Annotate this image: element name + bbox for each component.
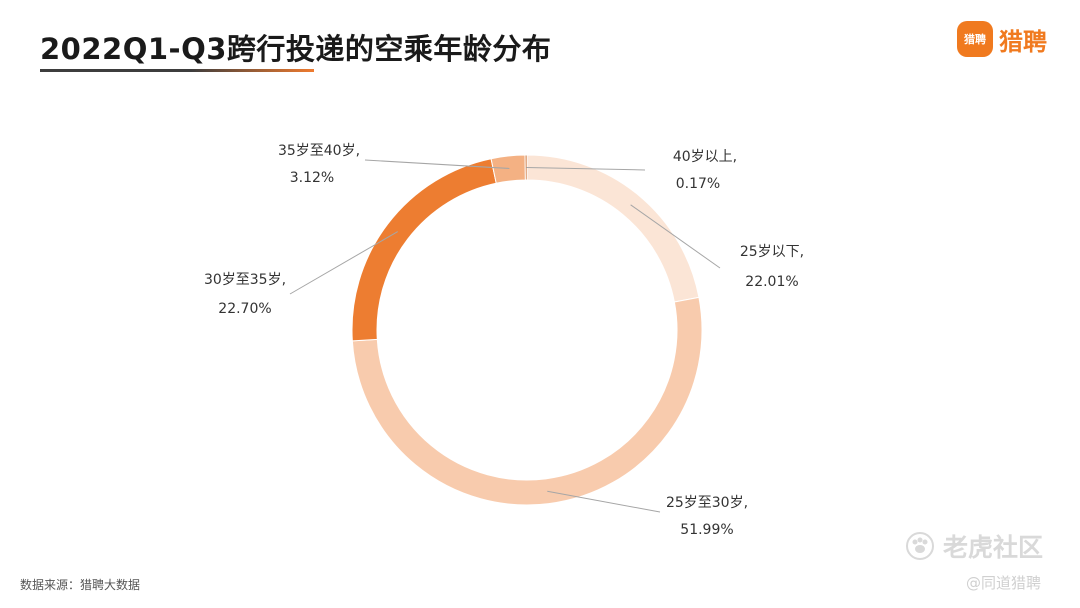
slice-label-value-0: 0.17% bbox=[676, 176, 720, 192]
account-handle: @同道猎聘 bbox=[966, 574, 1042, 592]
slice-label-name-4: 35岁至40岁, bbox=[278, 143, 360, 159]
logo-chat-icon: 猎聘 bbox=[957, 21, 993, 57]
watermark: 老虎社区 bbox=[905, 528, 1043, 564]
leader-lines bbox=[289, 159, 721, 513]
donut-slice-3 bbox=[490, 154, 526, 184]
slice-label-name-1: 25岁以下, bbox=[740, 244, 804, 260]
slice-label-value-1: 22.01% bbox=[745, 274, 798, 290]
data-source: 数据来源：猎聘大数据 bbox=[20, 578, 141, 592]
leader-line-0 bbox=[630, 204, 721, 269]
slice-label-value-3: 22.70% bbox=[218, 301, 271, 317]
title-underline bbox=[40, 69, 314, 72]
leader-line-3 bbox=[364, 159, 510, 169]
watermark-text: 老虎社区 bbox=[943, 533, 1044, 562]
slice-label-name-3: 30岁至35岁, bbox=[204, 272, 286, 288]
logo-text: 猎聘 bbox=[999, 27, 1047, 56]
paw-icon bbox=[906, 532, 934, 560]
slice-label-value-4: 3.12% bbox=[290, 170, 334, 186]
leader-line-2 bbox=[289, 231, 398, 295]
donut-slice-4 bbox=[524, 154, 528, 181]
donut-slices bbox=[351, 154, 703, 506]
donut-slice-0 bbox=[526, 154, 700, 303]
slice-label-name-2: 25岁至30岁, bbox=[666, 495, 748, 511]
leader-line-4 bbox=[526, 167, 646, 171]
page-title: 2022Q1-Q3跨行投递的空乘年龄分布 bbox=[40, 32, 552, 66]
brand-logo: 猎聘 猎聘 bbox=[957, 20, 1047, 58]
donut-slice-1 bbox=[351, 296, 703, 506]
slice-label-name-0: 40岁以上, bbox=[673, 149, 737, 165]
leader-line-1 bbox=[547, 490, 661, 513]
slice-label-value-2: 51.99% bbox=[680, 522, 733, 538]
donut-slice-2 bbox=[351, 158, 497, 342]
